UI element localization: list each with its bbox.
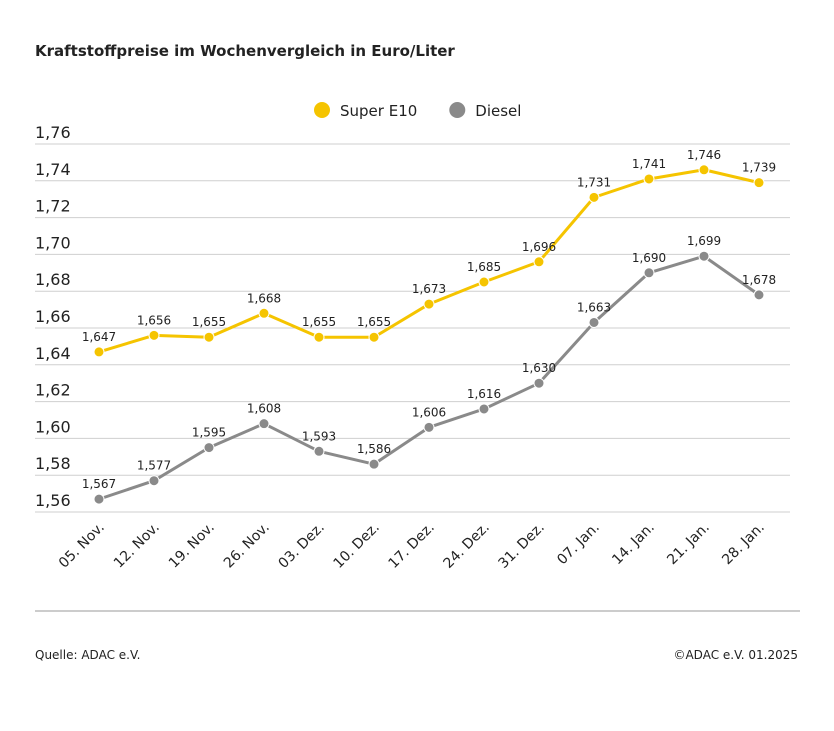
- data-label: 1,663: [577, 300, 611, 314]
- x-tick-label: 21. Jan.: [664, 520, 713, 569]
- data-point: [643, 267, 655, 279]
- data-label: 1,616: [467, 387, 501, 401]
- y-tick-label: 1,58: [35, 454, 71, 473]
- data-point: [643, 173, 655, 185]
- data-point: [478, 403, 490, 415]
- data-point: [753, 289, 765, 301]
- data-point: [258, 418, 270, 430]
- x-tick-label: 17. Dez.: [386, 520, 438, 572]
- y-tick-label: 1,60: [35, 417, 71, 436]
- legend-label: Super E10: [340, 102, 417, 120]
- y-tick-label: 1,64: [35, 344, 71, 363]
- data-point: [698, 164, 710, 176]
- x-tick-label: 28. Jan.: [719, 520, 768, 569]
- y-tick-label: 1,56: [35, 491, 71, 510]
- data-label: 1,699: [687, 234, 721, 248]
- data-point: [313, 331, 325, 343]
- x-tick-label: 24. Dez.: [441, 520, 493, 572]
- x-tick-label: 03. Dez.: [276, 520, 328, 572]
- y-tick-label: 1,76: [35, 123, 71, 142]
- data-label: 1,586: [357, 442, 391, 456]
- data-point: [533, 256, 545, 268]
- data-label: 1,690: [632, 251, 666, 265]
- data-point: [753, 177, 765, 189]
- data-label: 1,746: [687, 148, 721, 162]
- data-label: 1,655: [357, 315, 391, 329]
- y-tick-label: 1,72: [35, 197, 71, 216]
- data-point: [588, 191, 600, 203]
- data-label: 1,630: [522, 361, 556, 375]
- data-point: [203, 442, 215, 454]
- data-point: [93, 493, 105, 505]
- data-label: 1,655: [302, 315, 336, 329]
- copyright: ©ADAC e.V. 01.2025: [673, 648, 798, 662]
- data-point: [368, 331, 380, 343]
- x-tick-label: 05. Nov.: [56, 520, 108, 572]
- data-point: [533, 377, 545, 389]
- data-label: 1,673: [412, 282, 446, 296]
- data-label: 1,696: [522, 240, 556, 254]
- data-point: [478, 276, 490, 288]
- data-label: 1,739: [742, 161, 776, 175]
- data-point: [423, 298, 435, 310]
- data-label: 1,678: [742, 273, 776, 287]
- data-point: [203, 331, 215, 343]
- y-tick-label: 1,66: [35, 307, 71, 326]
- data-label: 1,668: [247, 291, 281, 305]
- data-label: 1,655: [192, 315, 226, 329]
- data-label: 1,731: [577, 175, 611, 189]
- data-point: [588, 316, 600, 328]
- data-label: 1,606: [412, 405, 446, 419]
- data-label: 1,608: [247, 402, 281, 416]
- data-label: 1,647: [82, 330, 116, 344]
- data-point: [423, 421, 435, 433]
- data-label: 1,593: [302, 429, 336, 443]
- legend-marker: [314, 102, 330, 118]
- data-point: [93, 346, 105, 358]
- chart-title: Kraftstoffpreise im Wochenvergleich in E…: [35, 42, 455, 60]
- y-tick-label: 1,70: [35, 233, 71, 252]
- y-tick-label: 1,68: [35, 270, 71, 289]
- x-tick-label: 12. Nov.: [111, 520, 163, 572]
- data-label: 1,741: [632, 157, 666, 171]
- legend-label: Diesel: [475, 102, 521, 120]
- data-point: [313, 445, 325, 457]
- data-point: [148, 475, 160, 487]
- data-label: 1,577: [137, 459, 171, 473]
- legend-marker: [449, 102, 466, 118]
- data-label: 1,685: [467, 260, 501, 274]
- data-label: 1,656: [137, 313, 171, 327]
- source: Quelle: ADAC e.V.: [35, 648, 140, 662]
- data-point: [368, 458, 380, 470]
- data-label: 1,567: [82, 477, 116, 491]
- x-tick-label: 07. Jan.: [554, 520, 603, 569]
- x-tick-label: 19. Nov.: [166, 520, 218, 572]
- y-tick-label: 1,62: [35, 381, 71, 400]
- data-point: [258, 307, 270, 319]
- x-tick-label: 14. Jan.: [609, 520, 658, 569]
- data-point: [148, 329, 160, 341]
- y-tick-label: 1,74: [35, 160, 71, 179]
- data-label: 1,595: [192, 426, 226, 440]
- x-tick-label: 31. Dez.: [496, 520, 548, 572]
- x-tick-label: 10. Dez.: [331, 520, 383, 572]
- x-tick-label: 26. Nov.: [221, 520, 273, 572]
- data-point: [698, 250, 710, 262]
